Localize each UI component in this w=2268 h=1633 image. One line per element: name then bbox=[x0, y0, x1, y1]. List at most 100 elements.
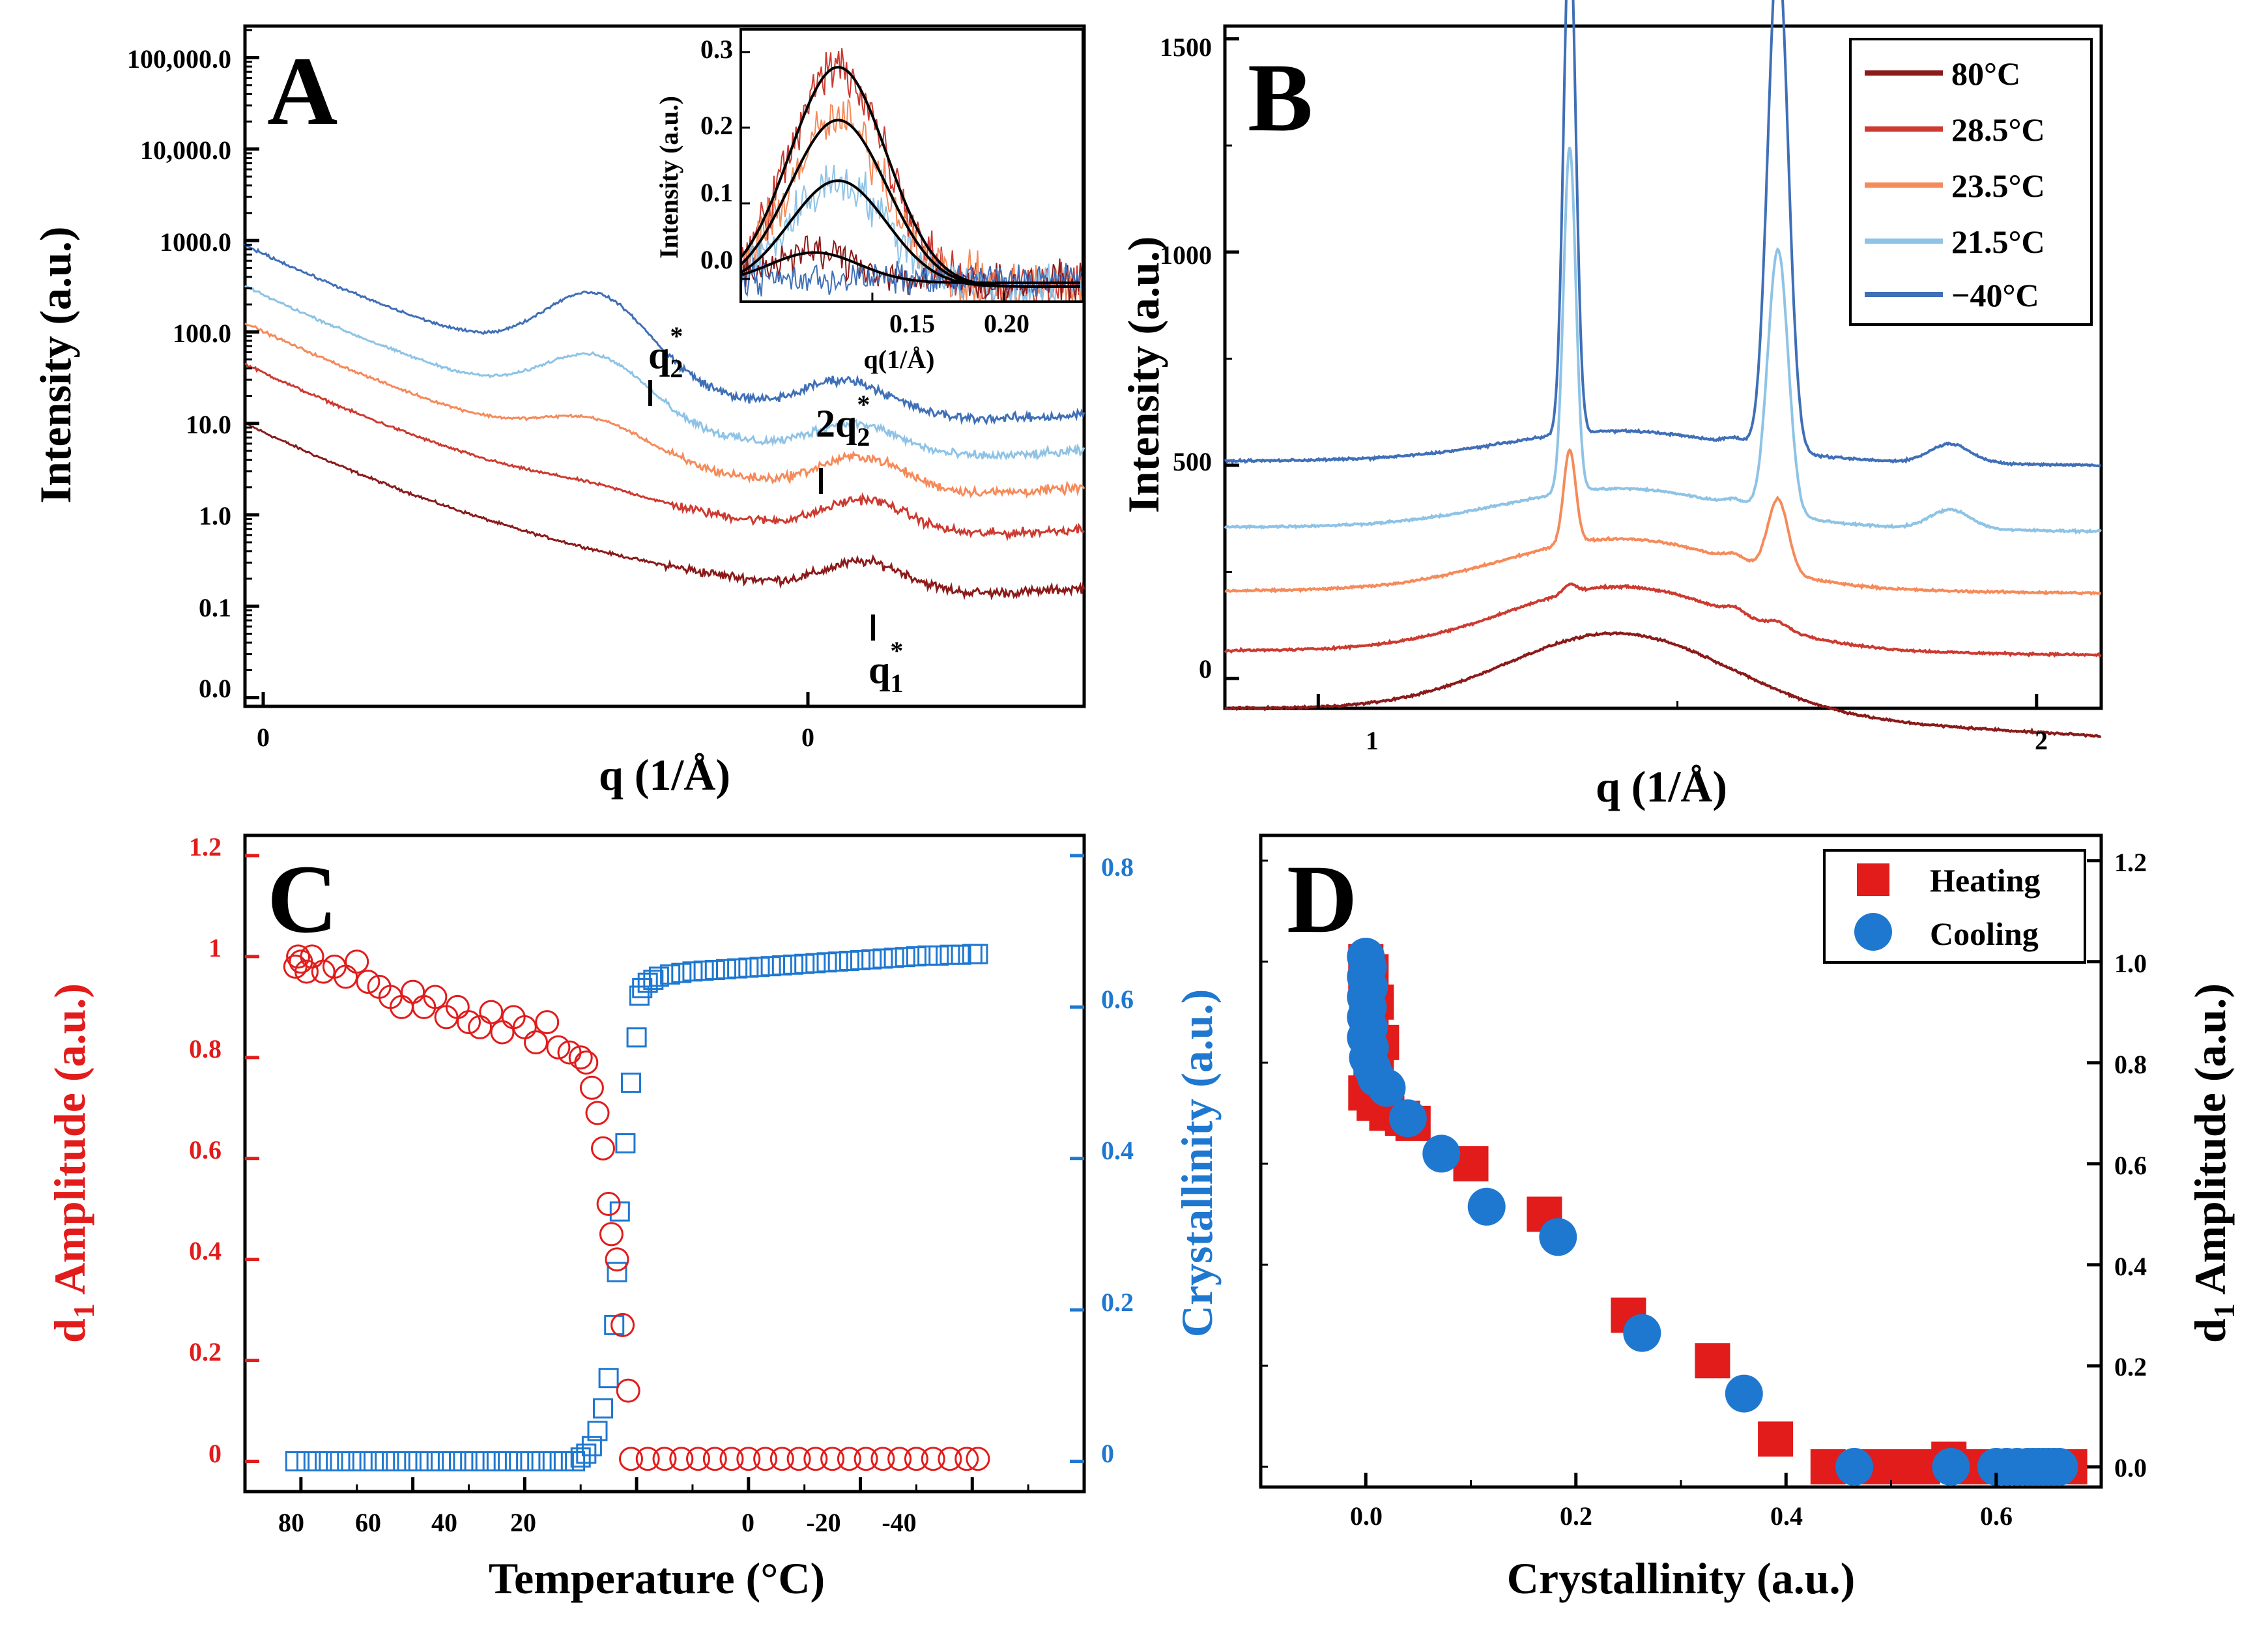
panel-b-xtick: 1 bbox=[1366, 726, 1379, 755]
d1-amplitude-point bbox=[294, 959, 319, 984]
panel-b-curve bbox=[1224, 631, 2102, 738]
cooling-point bbox=[1467, 1187, 1506, 1226]
panel-a-curve bbox=[244, 285, 1085, 461]
d1-amplitude-point bbox=[686, 1447, 710, 1471]
panel-c-ytick-left: 1.2 bbox=[189, 832, 222, 861]
crystallinity-point bbox=[397, 1451, 418, 1471]
crystallinity-point bbox=[928, 945, 949, 966]
inset-fit-curve bbox=[739, 179, 1080, 288]
panel-c-ytick-right: 0.2 bbox=[1101, 1288, 1134, 1317]
panel-a-ytick: 10.0 bbox=[186, 410, 231, 439]
d1-amplitude-point bbox=[546, 1035, 571, 1060]
panel-d-xtick: 0.2 bbox=[1560, 1501, 1592, 1531]
panel-a-xtick: 0 bbox=[801, 723, 814, 752]
panel-c-xlabel: Temperature (°C) bbox=[489, 1554, 825, 1603]
annotation-q1: q1* bbox=[868, 636, 903, 698]
d1-amplitude-point bbox=[769, 1447, 794, 1471]
panel-b-ytick: 500 bbox=[1173, 447, 1212, 476]
cooling-point bbox=[1539, 1218, 1577, 1256]
inset-data-curve bbox=[740, 48, 1083, 302]
heating-point bbox=[1758, 1421, 1794, 1457]
crystallinity-point bbox=[431, 1451, 451, 1471]
panel-b-frame bbox=[1223, 24, 2103, 710]
panel-d-xtick: 0.4 bbox=[1770, 1501, 1803, 1531]
crystallinity-point bbox=[895, 947, 915, 968]
d1-amplitude-point bbox=[635, 1447, 660, 1471]
crystallinity-point bbox=[308, 1451, 328, 1471]
panel-b-ytick: 1500 bbox=[1160, 33, 1212, 62]
d1-amplitude-point bbox=[423, 985, 448, 1009]
d1-amplitude-point bbox=[401, 979, 425, 1004]
crystallinity-point bbox=[621, 1073, 641, 1093]
panel-d-ticks bbox=[1259, 859, 2103, 1487]
panel-d-ytick: 1.0 bbox=[2114, 949, 2147, 978]
legend-label-cooling: Cooling bbox=[1930, 916, 2039, 952]
panel-c-ytick-left: 1 bbox=[208, 933, 222, 962]
d1-amplitude-point bbox=[579, 1075, 604, 1100]
legend-box bbox=[1849, 38, 2093, 326]
d1-amplitude-point bbox=[803, 1447, 828, 1471]
panel-a-series bbox=[244, 243, 1085, 601]
panel-b-curve bbox=[1224, 582, 2102, 658]
crystallinity-point bbox=[604, 1314, 625, 1335]
panel-c-frame bbox=[243, 833, 1086, 1494]
panel-b-series bbox=[1224, 0, 2102, 738]
crystallinity-point bbox=[816, 952, 837, 973]
panel-c-ytick-left: 0.4 bbox=[189, 1236, 222, 1265]
crystallinity-point bbox=[442, 1451, 463, 1471]
d1-amplitude-point bbox=[596, 1192, 621, 1216]
legend-marker-heating bbox=[1857, 863, 1889, 896]
crystallinity-point bbox=[570, 1447, 591, 1468]
inset-ytick: 0.2 bbox=[700, 111, 733, 140]
panel-b-ytick: 1000 bbox=[1160, 240, 1212, 270]
d1-amplitude-point bbox=[955, 1447, 979, 1471]
inset-ytick: 0.3 bbox=[700, 35, 733, 64]
d1-amplitude-point bbox=[585, 1101, 610, 1125]
crystallinity-point bbox=[850, 949, 870, 970]
crystallinity-point bbox=[520, 1451, 541, 1471]
d1-amplitude-point bbox=[599, 1222, 624, 1247]
panel-d-ytick: 0.2 bbox=[2114, 1352, 2147, 1381]
crystallinity-point bbox=[940, 944, 960, 965]
panel-d-letter: D bbox=[1287, 845, 1357, 953]
crystallinity-point bbox=[872, 948, 893, 969]
legend-label-80: 80°C bbox=[1951, 55, 2020, 92]
d1-amplitude-point bbox=[837, 1447, 861, 1471]
d1-amplitude-point bbox=[887, 1447, 912, 1471]
d1-amplitude-point bbox=[904, 1447, 928, 1471]
crystallinity-point bbox=[648, 966, 669, 987]
cooling-point bbox=[1725, 1374, 1763, 1413]
panel-c-ylabel-left: d1 Amplitude (a.u.) bbox=[45, 983, 100, 1343]
crystallinity-point bbox=[693, 961, 714, 981]
cooling-point bbox=[1422, 1134, 1461, 1173]
crystallinity-point bbox=[968, 944, 988, 964]
panel-c-ytick-left: 0 bbox=[208, 1439, 222, 1468]
panel-c-letter: C bbox=[267, 845, 337, 953]
panel-a-ytick: 0.0 bbox=[199, 674, 231, 703]
panel-c-xtick: 80 bbox=[278, 1508, 304, 1537]
d1-amplitude-point bbox=[616, 1378, 640, 1403]
panel-c-ytick-left: 0.2 bbox=[189, 1337, 222, 1366]
crystallinity-point bbox=[682, 961, 703, 982]
d1-amplitude-point bbox=[702, 1447, 727, 1471]
legend-label-28-5: 28.5°C bbox=[1951, 111, 2045, 148]
crystallinity-point bbox=[805, 953, 826, 974]
crystallinity-point bbox=[839, 951, 859, 971]
crystallinity-point bbox=[330, 1451, 351, 1471]
d1-amplitude-point bbox=[535, 1010, 560, 1035]
cooling-point bbox=[1623, 1314, 1661, 1352]
crystallinity-point bbox=[375, 1451, 395, 1471]
crystallinity-point bbox=[962, 944, 983, 964]
crystallinity-point bbox=[498, 1451, 519, 1471]
d1-amplitude-point bbox=[591, 1136, 615, 1161]
panel-c-ytick-left: 0.6 bbox=[189, 1135, 222, 1164]
panel-b-legend: 80°C 28.5°C 23.5°C 21.5°C −40°C bbox=[1849, 38, 2093, 326]
panel-d-ytick: 0.6 bbox=[2114, 1151, 2147, 1180]
crystallinity-point bbox=[542, 1451, 563, 1471]
crystallinity-point bbox=[581, 1436, 602, 1456]
crystallinity-point bbox=[486, 1451, 507, 1471]
inset-fit-curve bbox=[740, 251, 1080, 284]
panel-d-ytick: 0.0 bbox=[2114, 1453, 2147, 1482]
legend-label-minus-40: −40°C bbox=[1951, 277, 2039, 313]
